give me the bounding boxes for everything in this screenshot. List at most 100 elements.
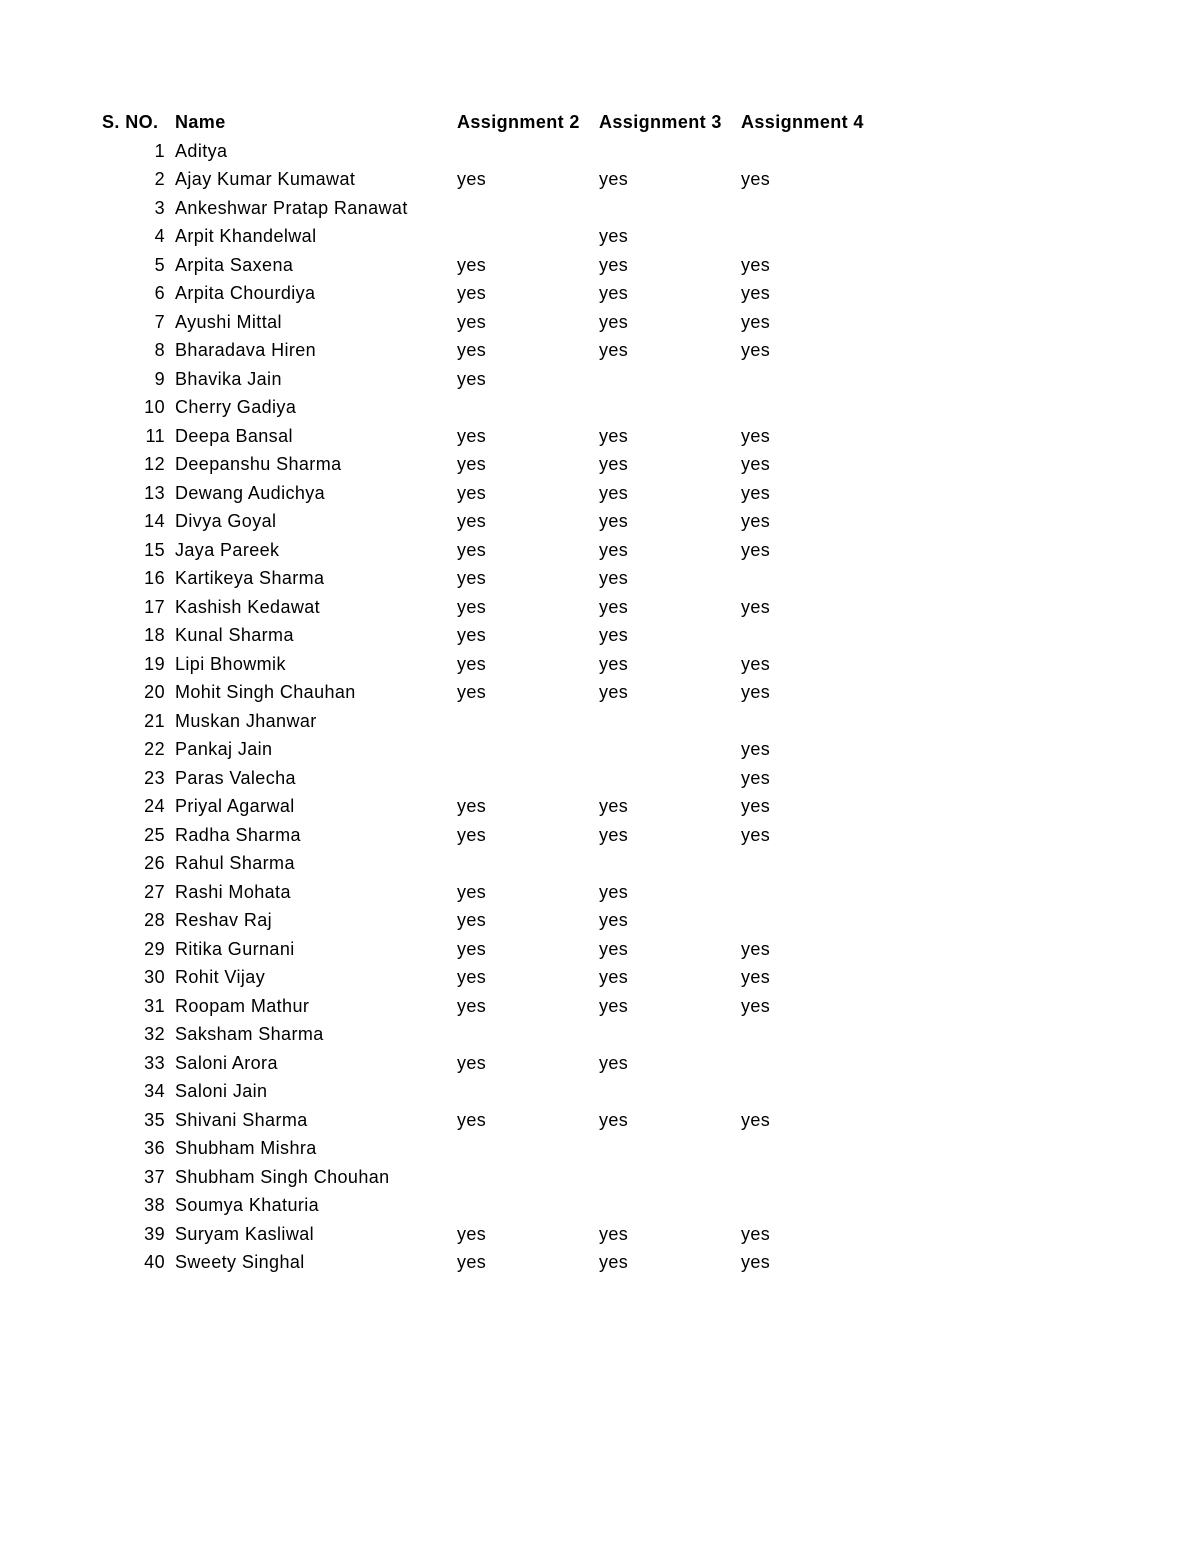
cell-assignment-3: yes (599, 1109, 629, 1130)
table-row: 22 Pankaj Jain yes (0, 735, 1200, 764)
cell-assignment-4: yes (741, 425, 771, 446)
cell-assignment-2: yes (457, 254, 487, 275)
cell-assignment-2: yes (457, 682, 487, 702)
table-body: 1 Aditya 2 Ajay Kumar Kumawat yes yes yes 3 Anke… (0, 137, 1200, 1277)
cell-sno: 31 (144, 995, 165, 1016)
cell-name: Ayushi Mittal (175, 311, 282, 332)
cell-sno: 11 (145, 425, 165, 446)
cell-name: Saloni Jain (175, 1081, 268, 1101)
cell-name: Divya Goyal (175, 511, 277, 531)
cell-assignment-2: yes (457, 796, 487, 816)
cell-assignment-3: yes (599, 568, 629, 588)
cell-assignment-3: yes (599, 1052, 629, 1073)
cell-name: Rahul Sharma (175, 853, 295, 873)
table-row: 11 Deepa Bansal yes yes yes (0, 422, 1200, 451)
cell-assignment-2: yes (457, 169, 487, 189)
cell-sno: 28 (144, 910, 165, 930)
cell-name: Rashi Mohata (175, 881, 291, 902)
cell-assignment-3: yes (599, 682, 629, 702)
cell-assignment-4: yes (741, 482, 771, 503)
table-row: 23 Paras Valecha yes (0, 764, 1200, 793)
cell-assignment-2: yes (457, 1252, 487, 1272)
table-row: 16 Kartikeya Sharma yes yes (0, 564, 1200, 593)
cell-assignment-3: yes (599, 254, 629, 275)
cell-sno: 14 (144, 511, 165, 531)
cell-sno: 1 (154, 140, 165, 161)
table-row: 37 Shubham Singh Chouhan (0, 1163, 1200, 1192)
cell-assignment-2: yes (457, 568, 487, 588)
header-sno: S. NO. (102, 112, 159, 132)
cell-name: Cherry Gadiya (175, 397, 297, 417)
cell-sno: 6 (154, 283, 165, 303)
table-row: 13 Dewang Audichya yes yes yes (0, 479, 1200, 508)
cell-assignment-3: yes (599, 1223, 629, 1244)
table-row: 14 Divya Goyal yes yes yes (0, 507, 1200, 536)
cell-name: Arpita Saxena (175, 254, 294, 275)
table-row: 26 Rahul Sharma (0, 849, 1200, 878)
table-row: 15 Jaya Pareek yes yes yes (0, 536, 1200, 565)
header-assignment-2: Assignment 2 (457, 112, 580, 132)
table-row: 12 Deepanshu Sharma yes yes yes (0, 450, 1200, 479)
table-row: 21 Muskan Jhanwar (0, 707, 1200, 736)
cell-assignment-2: yes (457, 311, 487, 332)
cell-assignment-4: yes (741, 967, 771, 987)
cell-sno: 39 (144, 1223, 165, 1244)
cell-assignment-2: yes (457, 454, 487, 474)
cell-sno: 7 (154, 311, 165, 332)
cell-sno: 16 (144, 568, 165, 588)
cell-assignment-4: yes (741, 596, 771, 617)
cell-assignment-3: yes (599, 596, 629, 617)
table-row: 8 Bharadava Hiren yes yes yes (0, 336, 1200, 365)
table-row: 35 Shivani Sharma yes yes yes (0, 1106, 1200, 1135)
cell-sno: 15 (144, 539, 165, 560)
cell-assignment-2: yes (457, 938, 487, 959)
cell-assignment-4: yes (741, 454, 771, 474)
cell-sno: 27 (144, 881, 165, 902)
cell-assignment-4: yes (741, 1223, 771, 1244)
cell-sno: 26 (144, 853, 165, 873)
table-row: 17 Kashish Kedawat yes yes yes (0, 593, 1200, 622)
cell-assignment-4: yes (741, 1252, 771, 1272)
cell-name: Deepanshu Sharma (175, 454, 342, 474)
cell-assignment-4: yes (741, 311, 771, 332)
table-row: 7 Ayushi Mittal yes yes yes (0, 308, 1200, 337)
cell-assignment-3: yes (599, 340, 629, 360)
table-row: 36 Shubham Mishra (0, 1134, 1200, 1163)
cell-assignment-3: yes (599, 482, 629, 503)
cell-name: Kartikeya Sharma (175, 568, 325, 588)
cell-assignment-3: yes (599, 539, 629, 560)
cell-sno: 13 (144, 482, 165, 503)
table-row: 29 Ritika Gurnani yes yes yes (0, 935, 1200, 964)
cell-name: Mohit Singh Chauhan (175, 682, 356, 702)
cell-sno: 25 (144, 824, 165, 845)
cell-sno: 4 (154, 226, 165, 246)
cell-sno: 30 (144, 967, 165, 987)
cell-assignment-2: yes (457, 1223, 487, 1244)
cell-assignment-3: yes (599, 226, 629, 246)
table-row: 9 Bhavika Jain yes (0, 365, 1200, 394)
table-row: 25 Radha Sharma yes yes yes (0, 821, 1200, 850)
table-row: 30 Rohit Vijay yes yes yes (0, 963, 1200, 992)
cell-assignment-3: yes (599, 625, 629, 645)
cell-assignment-3: yes (599, 311, 629, 332)
table-row: 24 Priyal Agarwal yes yes yes (0, 792, 1200, 821)
table-row: 4 Arpit Khandelwal yes (0, 222, 1200, 251)
cell-name: Arpita Chourdiya (175, 283, 316, 303)
table-row: 34 Saloni Jain (0, 1077, 1200, 1106)
cell-assignment-2: yes (457, 881, 487, 902)
cell-assignment-3: yes (599, 1252, 629, 1272)
cell-name: Ankeshwar Pratap Ranawat (175, 197, 408, 218)
cell-name: Saloni Arora (175, 1052, 278, 1073)
cell-sno: 21 (144, 710, 165, 731)
cell-assignment-2: yes (457, 425, 487, 446)
cell-assignment-4: yes (741, 995, 771, 1016)
cell-assignment-4: yes (741, 169, 771, 189)
cell-sno: 5 (154, 254, 165, 275)
cell-assignment-4: yes (741, 283, 771, 303)
cell-assignment-2: yes (457, 1052, 487, 1073)
cell-sno: 18 (144, 625, 165, 645)
table-row: 19 Lipi Bhowmik yes yes yes (0, 650, 1200, 679)
table-row: 33 Saloni Arora yes yes (0, 1049, 1200, 1078)
cell-sno: 20 (144, 682, 165, 702)
table-row: 27 Rashi Mohata yes yes (0, 878, 1200, 907)
